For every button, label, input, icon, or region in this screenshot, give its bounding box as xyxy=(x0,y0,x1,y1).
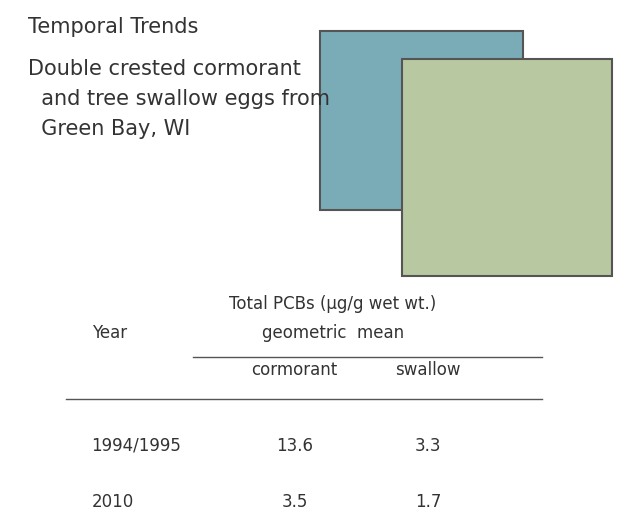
Text: 1994/1995: 1994/1995 xyxy=(92,437,182,455)
Text: Year: Year xyxy=(92,323,127,341)
Text: 2010: 2010 xyxy=(92,493,134,511)
Text: 13.6: 13.6 xyxy=(276,437,313,455)
FancyBboxPatch shape xyxy=(403,59,612,276)
Text: swallow: swallow xyxy=(395,361,461,379)
Text: Total PCBs (μg/g wet wt.): Total PCBs (μg/g wet wt.) xyxy=(229,295,436,313)
Text: 1.7: 1.7 xyxy=(415,493,441,511)
Text: Temporal Trends: Temporal Trends xyxy=(28,17,198,37)
Text: geometric  mean: geometric mean xyxy=(262,323,404,341)
Text: cormorant: cormorant xyxy=(252,361,338,379)
Text: Double crested cormorant
  and tree swallow eggs from
  Green Bay, WI: Double crested cormorant and tree swallo… xyxy=(28,59,330,138)
FancyBboxPatch shape xyxy=(320,31,523,211)
Text: 3.3: 3.3 xyxy=(415,437,441,455)
Text: 3.5: 3.5 xyxy=(282,493,308,511)
